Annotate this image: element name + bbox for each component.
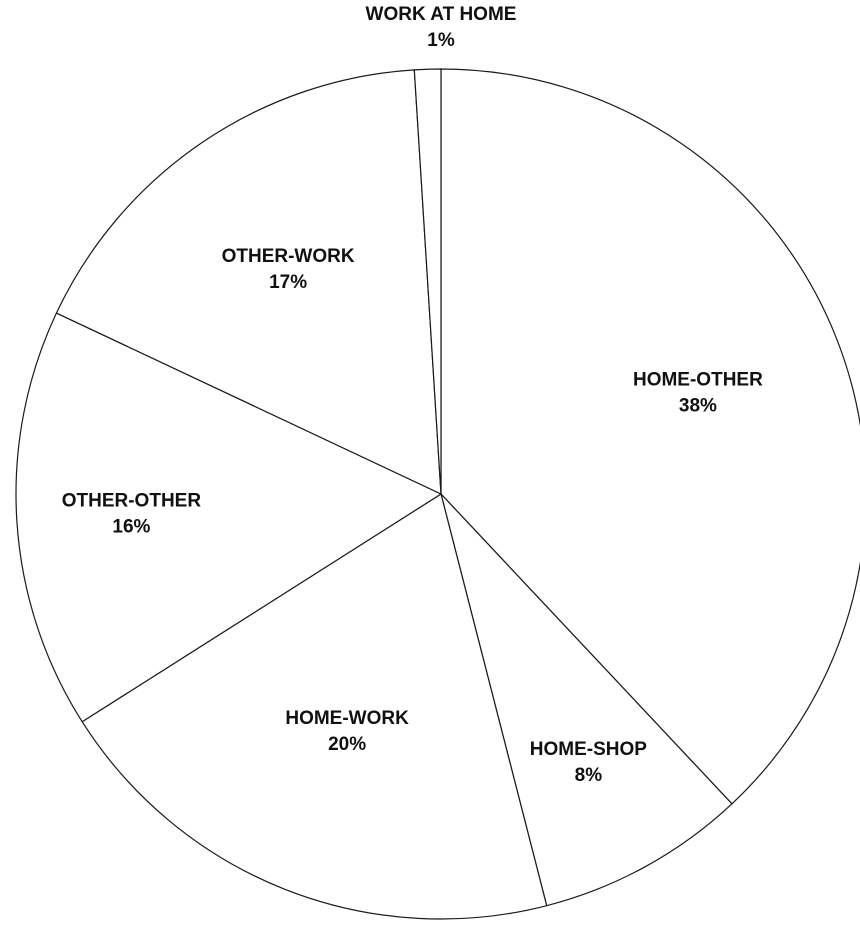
slice-value-other-other: 16% — [112, 517, 150, 538]
slice-value-home-shop: 8% — [575, 765, 603, 786]
slice-label-home-work: HOME-WORK — [285, 708, 409, 729]
slice-label-home-shop: HOME-SHOP — [530, 739, 648, 760]
pie-slice-home-work — [81, 493, 548, 920]
slice-label-home-other: HOME-OTHER — [633, 369, 763, 390]
slice-label-other-work: OTHER-WORK — [222, 246, 355, 267]
slice-value-home-work: 20% — [328, 734, 366, 755]
slice-value-other-work: 17% — [269, 272, 307, 293]
pie-slice-other-other — [15, 312, 443, 723]
pie-slice-home-shop — [440, 493, 733, 907]
slice-value-home-other: 38% — [679, 395, 717, 416]
pie-labels: HOME-OTHER 38% HOME-SHOP 8% HOME-WORK 20% OTHE… — [62, 4, 763, 786]
slice-label-other-other: OTHER-OTHER — [62, 491, 202, 512]
pie-slice-home-other — [440, 68, 860, 805]
pie-slice-work-at-home — [413, 68, 442, 495]
pie-slice-other-work — [55, 69, 442, 495]
slice-label-work-at-home: WORK AT HOME — [366, 4, 517, 25]
slice-value-work-at-home: 1% — [427, 30, 455, 51]
pie-slices — [15, 68, 860, 920]
